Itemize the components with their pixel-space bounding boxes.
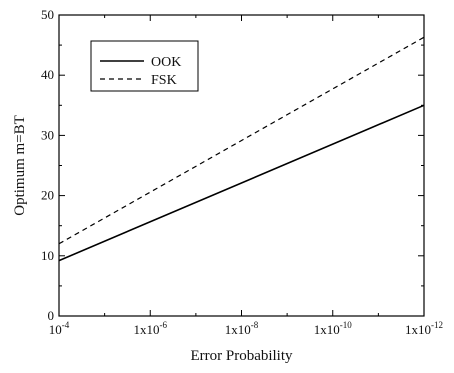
legend-box	[90, 40, 199, 92]
legend: OOK FSK	[90, 40, 199, 92]
y-tick-label: 0	[48, 308, 55, 323]
series-layer	[58, 36, 425, 262]
y-axis: 0 10 20 30 40 50	[41, 7, 424, 323]
y-tick-label: 20	[41, 188, 54, 203]
x-tick-label: 10-4	[49, 320, 70, 337]
y-tick-label: 10	[41, 248, 54, 263]
series-line-fsk	[58, 36, 425, 245]
x-tick-label: 1x10-6	[134, 320, 168, 337]
y-axis-label: Optimum m=BT	[12, 115, 28, 216]
x-tick-label: 1x10-8	[225, 320, 259, 337]
y-tick-label: 50	[41, 7, 54, 22]
legend-label-fsk: FSK	[151, 73, 177, 88]
y-tick-label: 40	[41, 67, 54, 82]
legend-label-ook: OOK	[151, 55, 181, 70]
x-axis-label: Error Probability	[190, 348, 293, 364]
x-axis: 10-4 1x10-6 1x10-8 1x10-10 1x10-12	[49, 15, 443, 337]
x-tick-label: 1x10-12	[405, 320, 443, 337]
y-tick-label: 30	[41, 127, 54, 142]
x-tick-label: 1x10-10	[314, 320, 352, 337]
series-line-ook	[58, 104, 425, 262]
